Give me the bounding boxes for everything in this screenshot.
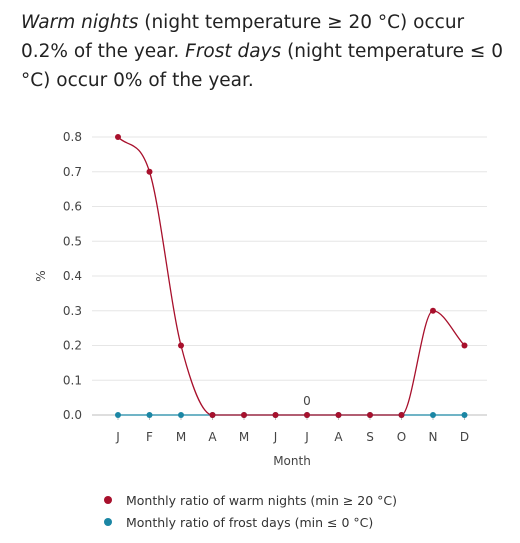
- legend-swatch-warm-nights: [104, 496, 112, 504]
- x-tick-label: J: [115, 430, 120, 444]
- warm-nights-point: [461, 342, 468, 349]
- frost-days-text: (night temperature ≤ 0 °C) occur 0% of t…: [21, 41, 504, 91]
- frost-days-point: [430, 412, 436, 418]
- y-tick-label: 0.2: [63, 339, 82, 353]
- y-tick-labels: 0.0 0.1 0.2 0.3 0.4 0.5 0.6 0.7 0.8: [63, 130, 82, 422]
- y-tick-label: 0.7: [63, 165, 82, 179]
- y-tick-label: 0.0: [63, 408, 82, 422]
- warm-nights-text: (night temperature ≥ 20 °C) occur 0.2% o…: [21, 12, 465, 62]
- x-tick-label: M: [176, 430, 186, 444]
- legend-label-frost-days: Monthly ratio of frost days (min ≤ 0 °C): [126, 514, 374, 530]
- x-tick-label: A: [334, 430, 343, 444]
- x-tick-label: N: [429, 430, 438, 444]
- x-tick-label: F: [146, 430, 153, 444]
- x-axis-title: Month: [273, 454, 311, 468]
- annotations: 0: [303, 394, 311, 408]
- frost-days-point: [178, 412, 184, 418]
- series-points: [115, 134, 468, 418]
- warm-nights-line: [117, 136, 465, 416]
- warm-nights-point: [241, 412, 247, 418]
- x-tick-label: J: [304, 430, 309, 444]
- warm-nights-point: [335, 412, 342, 418]
- warm-nights-point: [398, 412, 405, 418]
- y-tick-label: 0.3: [63, 304, 82, 318]
- warm-nights-point: [304, 412, 310, 418]
- x-tick-label: O: [397, 430, 406, 444]
- warm-nights-point: [115, 134, 121, 140]
- x-tick-label: M: [239, 430, 249, 444]
- y-tick-label: 0.5: [63, 234, 82, 248]
- y-tick-label: 0.8: [63, 130, 82, 144]
- y-tick-label: 0.1: [63, 373, 82, 387]
- frost-days-point: [146, 412, 153, 418]
- warm-nights-point: [178, 342, 184, 349]
- warm-nights-point: [272, 412, 279, 418]
- frost-days-term: Frost days: [185, 41, 282, 62]
- legend-label-warm-nights: Monthly ratio of warm nights (min ≥ 20 °…: [126, 492, 398, 508]
- y-tick-label: 0.4: [63, 269, 82, 283]
- x-tick-label: S: [366, 430, 374, 444]
- warm-nights-term: Warm nights: [21, 12, 139, 33]
- x-tick-label: D: [460, 430, 469, 444]
- legend-swatch-frost-days: [104, 518, 112, 526]
- frost-days-point: [461, 412, 468, 418]
- y-tick-label: 0.6: [63, 200, 82, 214]
- y-axis-title: %: [34, 270, 48, 281]
- legend-item-frost-days[interactable]: Monthly ratio of frost days (min ≤ 0 °C): [104, 511, 397, 533]
- data-label: 0: [303, 394, 311, 408]
- warm-nights-point: [430, 307, 436, 314]
- warm-nights-point: [367, 412, 373, 418]
- frost-days-point: [115, 412, 121, 418]
- legend: Monthly ratio of warm nights (min ≥ 20 °…: [104, 489, 397, 533]
- chart: 0.0 0.1 0.2 0.3 0.4 0.5 0.6 0.7 0.8 J F M A M J J A S O N D…: [34, 130, 487, 468]
- warm-nights-point: [146, 168, 153, 175]
- warm-nights-point: [209, 412, 216, 418]
- legend-item-warm-nights[interactable]: Monthly ratio of warm nights (min ≥ 20 °…: [104, 489, 397, 511]
- x-tick-label: J: [273, 430, 278, 444]
- x-tick-label: A: [208, 430, 217, 444]
- intro-text: Warm nights (night temperature ≥ 20 °C) …: [21, 8, 511, 95]
